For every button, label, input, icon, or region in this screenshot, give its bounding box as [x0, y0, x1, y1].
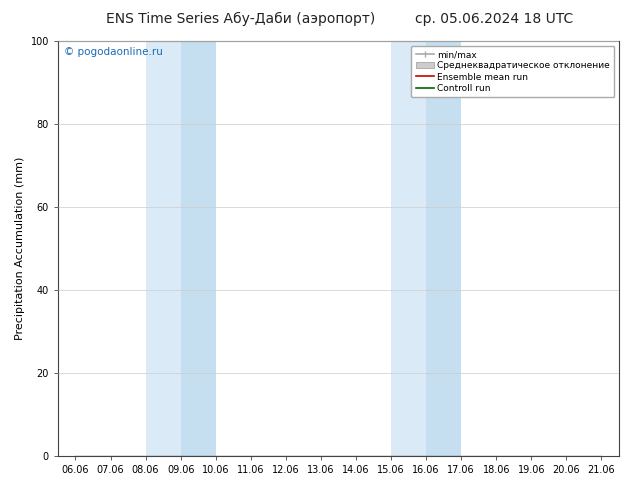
Bar: [146, 41, 216, 456]
Text: ENS Time Series Абу-Даби (аэропорт): ENS Time Series Абу-Даби (аэропорт): [107, 12, 375, 26]
Bar: [426, 41, 461, 456]
Bar: [181, 41, 216, 456]
Legend: min/max, Среднеквадратическое отклонение, Ensemble mean run, Controll run: min/max, Среднеквадратическое отклонение…: [411, 46, 614, 98]
Text: © pogodaonline.ru: © pogodaonline.ru: [63, 47, 162, 57]
Bar: [391, 41, 461, 456]
Y-axis label: Precipitation Accumulation (mm): Precipitation Accumulation (mm): [15, 157, 25, 340]
Text: ср. 05.06.2024 18 UTC: ср. 05.06.2024 18 UTC: [415, 12, 574, 26]
